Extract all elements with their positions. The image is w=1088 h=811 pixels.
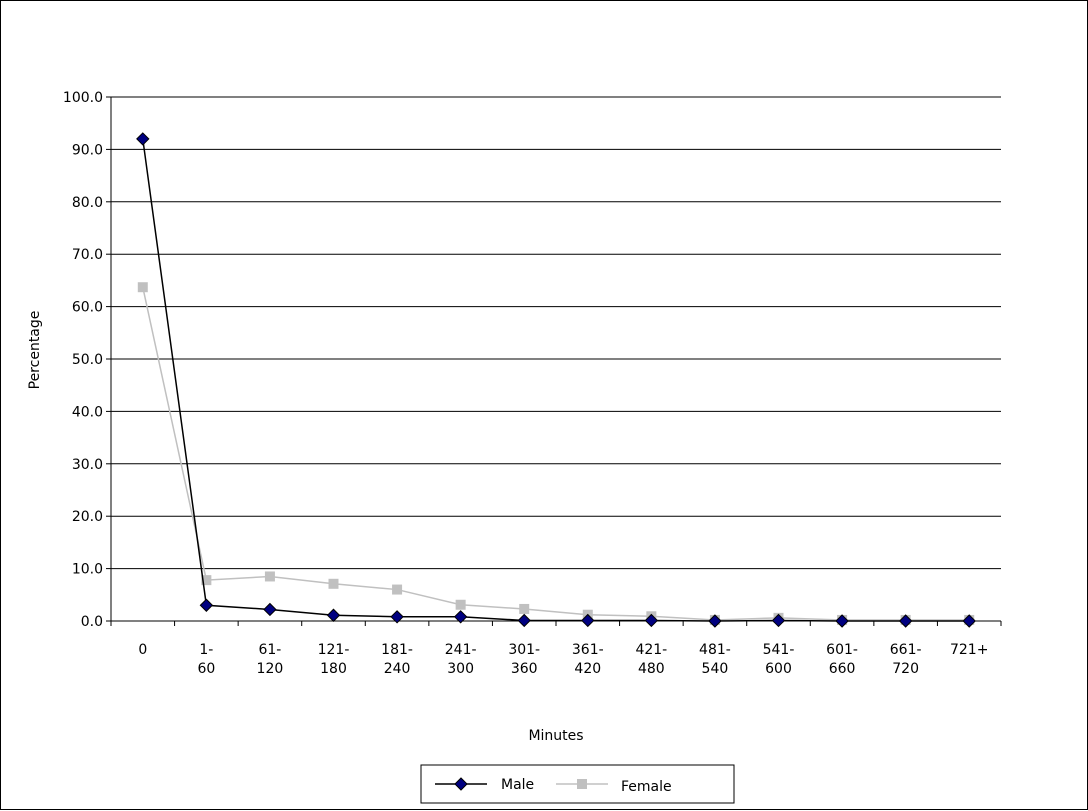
x-tick-label-line: 480 (638, 661, 665, 677)
y-tick-label: 20.0 (72, 509, 103, 525)
x-tick-label-line: 601- (826, 642, 858, 658)
x-axis-title: Minutes (528, 728, 583, 744)
x-tick-label: 481- 540 (699, 642, 731, 677)
y-tick-label: 10.0 (72, 562, 103, 578)
data-point-female (264, 571, 275, 582)
x-tick-label-line: 420 (574, 661, 601, 677)
x-tick-label-line: 241- (445, 642, 477, 658)
data-point-female (137, 282, 148, 293)
x-tick-label: 361- 420 (572, 642, 604, 677)
data-point-male (453, 610, 468, 624)
x-tick-label-line: 240 (384, 661, 411, 677)
y-tick-label: 90.0 (72, 142, 103, 158)
series-line-female (142, 287, 970, 621)
x-tick-label: 61-120 (257, 642, 284, 677)
legend-male-marker (454, 777, 468, 791)
x-tick-label: 1-60 (197, 642, 215, 677)
data-point-male (326, 608, 341, 622)
data-point-male (390, 610, 404, 624)
data-point-male (136, 132, 150, 146)
x-tick-label-line: 600 (765, 661, 792, 677)
x-tick-label-line: 180 (320, 661, 347, 677)
x-tick-label-line: 61- (258, 642, 281, 658)
x-tick-label-line: 60 (197, 661, 215, 677)
gridlines (111, 96, 1001, 570)
data-point-male (898, 614, 913, 628)
x-tick-label-line: 301- (508, 642, 540, 658)
x-tick-label-line: 121- (318, 642, 350, 658)
data-point-female (519, 603, 530, 614)
x-tick-label-line: 120 (257, 661, 284, 677)
data-point-male (771, 613, 786, 628)
data-point-male (708, 614, 722, 628)
x-tick-label-line: 181- (381, 642, 413, 658)
y-tick-label: 70.0 (72, 247, 103, 263)
data-point-female (201, 575, 212, 586)
data-point-male (199, 598, 214, 612)
data-point-female (392, 584, 403, 595)
x-tick-label: 601- 660 (826, 642, 858, 677)
x-tick-label-line: 721+ (950, 642, 988, 658)
data-point-male (581, 613, 595, 628)
x-tick-label-line: 541- (763, 642, 795, 658)
x-tick-label: 661- 720 (890, 642, 922, 677)
y-tick-label: 80.0 (72, 195, 103, 211)
y-axis-title: Percentage (27, 311, 43, 390)
series-line-male (142, 138, 970, 622)
legend: Male Female (420, 764, 735, 804)
x-tick-label: 241- 300 (445, 642, 477, 677)
x-tick-label-line: 421- (635, 642, 667, 658)
series-layer (136, 132, 976, 628)
x-tick-label-line: 1- (199, 642, 213, 658)
x-tick-label-line: 720 (892, 661, 919, 677)
y-tick-label: 0.0 (81, 614, 103, 630)
x-tick-label: 121- 180 (318, 642, 350, 677)
x-tick-label-line: 300 (447, 661, 474, 677)
x-tick-label-line: 661- (890, 642, 922, 658)
y-tick-label: 30.0 (72, 457, 103, 473)
data-point-male (644, 613, 659, 628)
x-tick-label-line: 361- (572, 642, 604, 658)
y-tick-label: 50.0 (72, 352, 103, 368)
x-tick-label-line: 540 (702, 661, 729, 677)
x-tick-label-line: 0 (138, 642, 147, 658)
y-tick-label: 100.0 (63, 90, 103, 106)
y-tick-label: 60.0 (72, 300, 103, 316)
data-point-male (835, 614, 849, 628)
x-tick-label-line: 660 (829, 661, 856, 677)
data-point-female (455, 599, 466, 610)
x-tick-label: 421- 480 (635, 642, 667, 677)
data-point-male (263, 602, 277, 617)
x-tick-label: 181- 240 (381, 642, 413, 677)
data-point-male (517, 613, 531, 628)
y-tick-label: 40.0 (72, 404, 103, 420)
x-tick-label: 721+ (950, 642, 988, 658)
x-tick-label: 301- 360 (508, 642, 540, 677)
legend-female-marker (577, 779, 587, 789)
x-tick-label: 541- 600 (763, 642, 795, 677)
data-point-male (962, 614, 976, 628)
legend-female-label: Female (621, 779, 672, 795)
series-male (136, 132, 976, 628)
series-female (137, 282, 975, 625)
legend-male-label: Male (501, 777, 534, 793)
x-tick-label-line: 360 (511, 661, 538, 677)
data-point-female (328, 578, 339, 589)
x-tick-label-line: 481- (699, 642, 731, 658)
x-tick-label: 0 (138, 642, 147, 658)
